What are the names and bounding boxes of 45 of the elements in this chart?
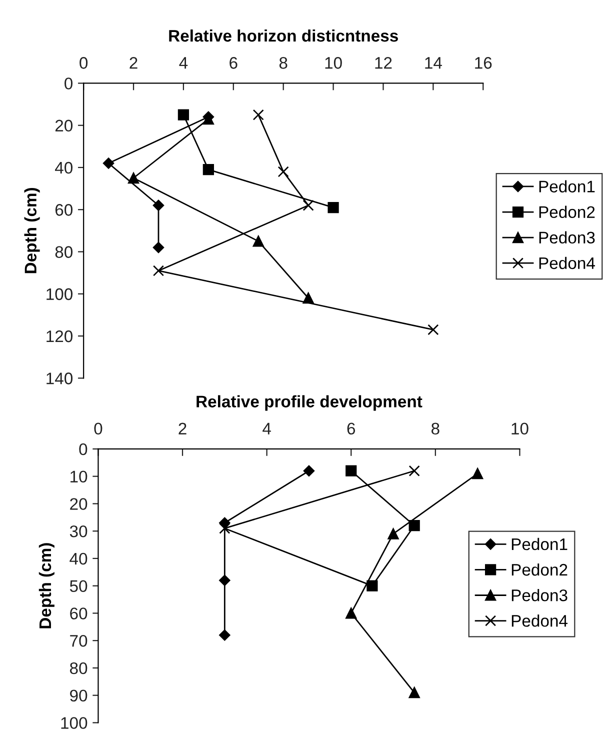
chart-title: Relative horizon disticntness: [169, 29, 398, 42]
x-tick-label: 10: [325, 57, 342, 69]
chart-title: Relative profile development: [196, 395, 422, 411]
x-tick-label: 6: [347, 422, 356, 435]
legend-label: Pedon2: [539, 206, 595, 218]
legend-label: Pedon2: [512, 563, 568, 576]
legend-label: Pedon4: [512, 614, 568, 627]
y-tick-label: 100: [61, 717, 88, 729]
x-tick-label: 2: [130, 57, 138, 69]
x-tick-label: 8: [432, 422, 440, 435]
x-tick-label: 12: [375, 57, 392, 69]
legend-label: Pedon1: [539, 180, 595, 192]
y-tick-label: 40: [55, 162, 73, 174]
y-axis-title: Depth (cm): [24, 188, 40, 274]
legend-label: Pedon4: [539, 256, 595, 270]
x-tick-label: 0: [94, 422, 102, 435]
y-tick-label: 0: [79, 443, 88, 456]
y-tick-label: 80: [70, 662, 88, 674]
y-tick-label: 40: [70, 552, 88, 565]
x-tick-label: 4: [179, 57, 188, 69]
y-tick-label: 120: [46, 330, 73, 342]
x-tick-label: 14: [425, 57, 442, 69]
y-tick-label: 10: [70, 470, 88, 483]
legend-label: Pedon3: [512, 589, 568, 602]
y-tick-label: 50: [70, 580, 88, 592]
x-tick-label: 10: [512, 422, 528, 435]
x-tick-label: 4: [262, 422, 271, 434]
y-tick-label: 30: [70, 525, 88, 538]
x-tick-label: 2: [178, 422, 186, 434]
y-tick-label: 80: [55, 246, 73, 258]
y-tick-label: 60: [55, 204, 73, 216]
y-tick-label: 60: [70, 608, 88, 620]
y-tick-label: 140: [46, 372, 73, 384]
y-tick-label: 20: [70, 498, 88, 510]
legend-label: Pedon1: [512, 538, 568, 550]
y-tick-label: 90: [70, 690, 88, 702]
y-axis-title: Depth (cm): [38, 543, 54, 628]
y-tick-label: 20: [55, 120, 73, 132]
x-tick-label: 16: [475, 57, 492, 69]
x-tick-label: 8: [279, 57, 288, 69]
legend-label: Pedon3: [539, 231, 595, 244]
y-tick-label: 0: [64, 78, 72, 90]
y-tick-label: 70: [70, 634, 88, 647]
x-tick-label: 6: [230, 57, 238, 69]
y-tick-label: 100: [46, 288, 73, 300]
